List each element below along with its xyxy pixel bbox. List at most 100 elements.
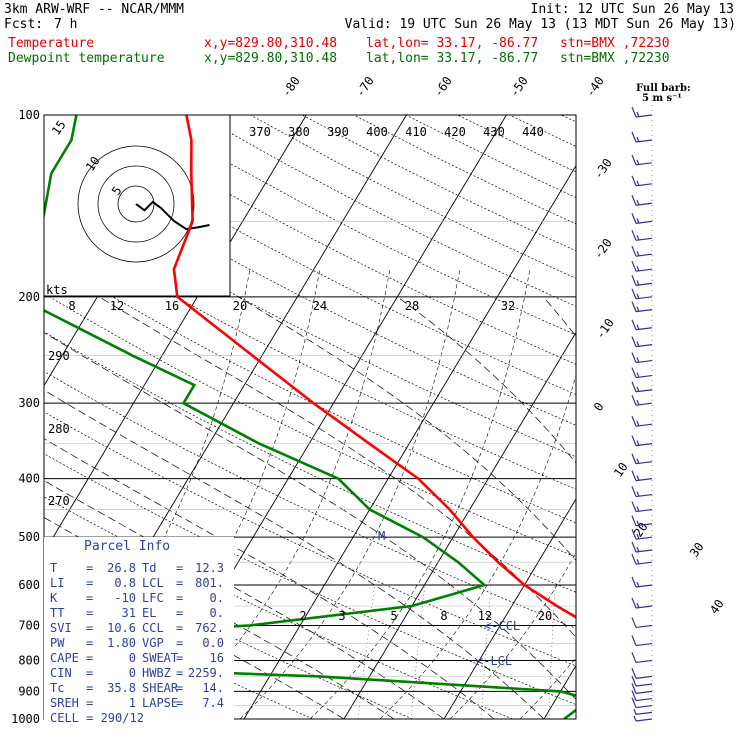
- mixing-ratio-line: [357, 584, 376, 719]
- wind-barb-flag: [631, 435, 637, 446]
- parcel-key: CCL: [142, 621, 164, 635]
- wind-barb: [635, 690, 653, 694]
- wind-barb: [635, 642, 653, 647]
- parcel-value: 31: [121, 606, 136, 620]
- wind-barb-flag: [631, 635, 637, 646]
- wind-barb-flag: [631, 553, 637, 565]
- wind-barb-flag: [631, 668, 637, 679]
- temperature-tick-label: 20: [631, 520, 651, 540]
- station-dewpoint: stn=BMX ,72230: [560, 51, 670, 66]
- parcel-key: CAPE: [50, 651, 79, 665]
- parcel-value: 14.: [202, 681, 224, 695]
- latlon-dewpoint: lat,lon= 33.17, -86.77: [366, 51, 539, 66]
- parcel-value: 762.: [195, 621, 224, 635]
- theta-e-line: [309, 269, 531, 719]
- pressure-tick-label: 700: [18, 618, 40, 632]
- wind-barb-half: [636, 546, 640, 553]
- temperature-tick-label: 10: [611, 460, 631, 480]
- moist-adiabat-line: [397, 296, 576, 464]
- wind-barb-half: [636, 491, 640, 497]
- wind-barb-half: [636, 440, 640, 446]
- temperature-tick-label: 30: [687, 540, 707, 560]
- parcel-eq: =: [86, 696, 94, 710]
- wind-barb-half: [636, 602, 640, 609]
- wind-barb-flag: [631, 319, 637, 330]
- parcel-value: 0: [128, 651, 136, 665]
- parcel-value: 7.4: [202, 696, 224, 710]
- wind-barb-half: [636, 420, 640, 427]
- parcel-info-panel: Parcel Info T = 26.8 Td = 12.3 LI = 0.8 LCL = 801. K…: [44, 537, 234, 737]
- wind-barb-half: [636, 280, 640, 286]
- parcel-value: 26.8: [107, 561, 136, 575]
- pressure-tick-label: 1000: [11, 712, 40, 726]
- wind-barb-flag: [631, 213, 637, 224]
- parcel-eq: =: [86, 561, 94, 575]
- mixing-ratio-line: [480, 584, 492, 719]
- wind-barb-half: [636, 293, 640, 300]
- annotation-ccl: <-CCL: [484, 619, 520, 633]
- isotherm-line: [243, 164, 576, 719]
- parcel-eq: =: [86, 681, 94, 695]
- parcel-eq: =: [86, 666, 94, 680]
- hodograph-units: kts: [46, 283, 68, 297]
- theta-label: 270: [48, 494, 70, 508]
- wind-barb-flag: [631, 486, 637, 497]
- parcel-key: T: [50, 561, 58, 575]
- wind-barb: [635, 659, 653, 664]
- wind-barb-flag: [631, 352, 637, 363]
- mixing-ratio-label: 8: [440, 609, 447, 623]
- parcel-eq: =: [86, 606, 94, 620]
- isotherm-line: [543, 664, 576, 719]
- parcel-key: LAPSE: [142, 696, 179, 710]
- mixing-ratio-label: 16: [165, 299, 179, 313]
- wind-barb: [635, 697, 653, 702]
- dry-adiabat-line: [560, 115, 576, 123]
- station-temperature: stn=BMX ,72230: [560, 36, 670, 51]
- wind-barb-flag: [631, 576, 637, 588]
- plot-frame: [43, 114, 577, 720]
- xy-dewpoint: x,y=829.80,310.48: [204, 51, 338, 66]
- wind-barb-flag: [631, 501, 637, 512]
- wind-barb-half: [636, 520, 640, 526]
- pressure-tick-label: 500: [18, 530, 40, 544]
- legend-dewpoint: Dewpoint temperature: [8, 51, 165, 66]
- parcel-value: 1.80: [107, 636, 136, 650]
- wind-barb: [635, 683, 653, 687]
- wind-barb-half: [636, 558, 640, 565]
- wind-barb-flag: [631, 154, 637, 166]
- dry-adiabat-line: [198, 115, 576, 307]
- mixing-ratio-label: 12: [110, 299, 124, 313]
- dry-adiabat-line: [301, 115, 576, 252]
- mixing-ratio-label: 20: [233, 299, 247, 313]
- pressure-tick-label: 400: [18, 472, 40, 486]
- moist-adiabat-line: [44, 550, 345, 719]
- moist-adiabat-line: [238, 296, 576, 562]
- parcel-eq: =: [176, 636, 184, 650]
- wind-barb-half: [636, 506, 640, 512]
- parcel-eq: =: [176, 621, 184, 635]
- mixing-ratio-label: 20: [538, 609, 552, 623]
- wind-barb-flag: [631, 415, 637, 427]
- wind-barb-flag: [631, 336, 637, 347]
- dewpoint-trace: [44, 115, 576, 719]
- hodograph-ring: [77, 145, 195, 263]
- temperature-tick-label: -50: [507, 74, 531, 100]
- mixing-ratio-label: 24: [313, 299, 327, 313]
- parcel-info-title: Parcel Info: [84, 539, 171, 554]
- theta-e-label: 440: [522, 125, 544, 139]
- wind-barb-half: [636, 341, 640, 347]
- parcel-value: 16: [209, 651, 224, 665]
- theta-e-line: [379, 373, 576, 719]
- wind-barb-half: [636, 357, 640, 363]
- theta-e-label: 430: [483, 125, 505, 139]
- parcel-eq: =: [176, 576, 184, 590]
- parcel-eq: =: [176, 696, 184, 710]
- parcel-eq: =: [86, 591, 94, 605]
- dry-adiabat-line: [146, 115, 576, 336]
- temperature-tick-label: 0: [591, 400, 607, 414]
- wind-barb-flag: [631, 453, 637, 464]
- dry-adiabat-line: [509, 115, 576, 147]
- parcel-value: 0: [128, 666, 136, 680]
- mixing-ratio-label: 12: [478, 609, 492, 623]
- wind-barb-half: [636, 581, 640, 588]
